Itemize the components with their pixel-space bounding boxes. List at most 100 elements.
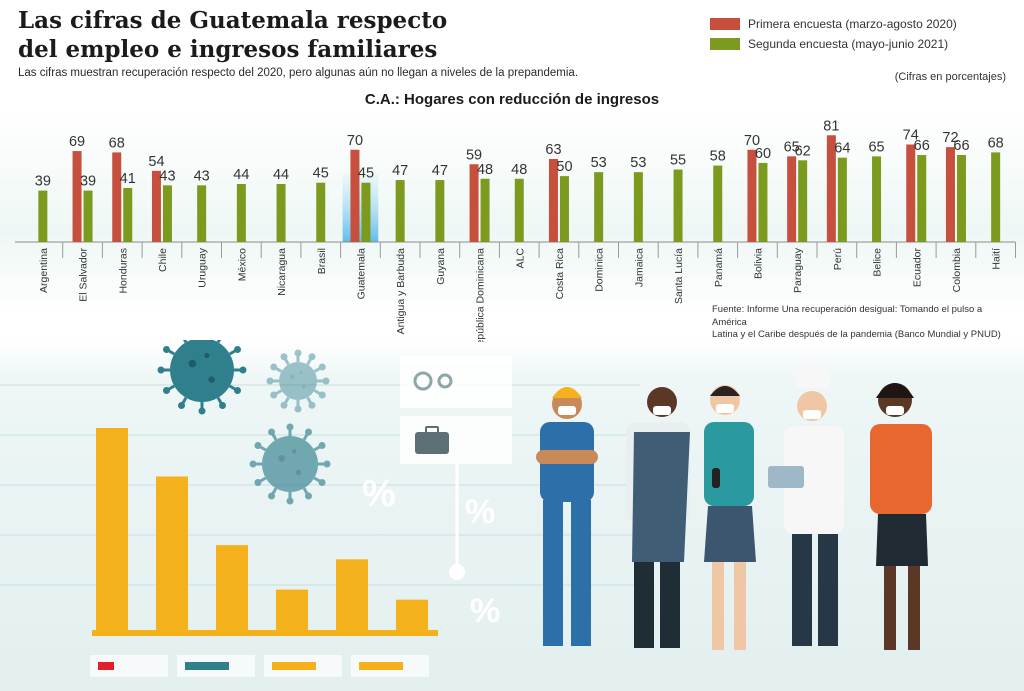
title-line-2: del empleo e ingresos familiares	[18, 36, 438, 63]
source-line-2: Latina y el Caribe después de la pandemi…	[712, 329, 1001, 340]
source-note: Fuente: Informe Una recuperación desigua…	[712, 304, 1012, 342]
virus-icon	[249, 423, 331, 505]
bar-second-survey	[633, 172, 643, 242]
deco-legend-chip	[359, 662, 403, 670]
bar-second-survey	[758, 162, 768, 242]
bar-first-survey	[72, 151, 82, 242]
data-label: 43	[194, 168, 210, 184]
worker-apron	[626, 387, 690, 648]
tick-label: Belice	[872, 248, 884, 277]
data-label: 39	[80, 174, 96, 190]
tick-label: Guyana	[435, 248, 447, 285]
percent-icon-2: %	[465, 493, 495, 531]
bar-second-survey	[798, 160, 808, 242]
tick-label: Colombia	[951, 248, 963, 293]
data-label: 43	[159, 168, 175, 184]
data-label: 66	[914, 138, 930, 154]
bar-second-survey	[480, 178, 490, 242]
briefcase-icon	[415, 426, 449, 454]
bar-second-survey	[395, 180, 405, 242]
deco-legend-box	[90, 655, 168, 677]
tick-label: Paraguay	[792, 247, 804, 293]
tick-label: Haití	[991, 248, 1003, 270]
bar-second-survey	[276, 184, 286, 242]
data-label: 68	[988, 135, 1004, 151]
bar-second-survey	[162, 185, 172, 242]
bar-second-survey	[83, 190, 93, 242]
worker-construction	[536, 387, 598, 646]
tick-label: Brasil	[316, 248, 328, 274]
percent-icon-1: %	[362, 473, 396, 515]
data-label: 54	[148, 154, 164, 170]
bar-second-survey	[956, 155, 966, 242]
tick-label: Honduras	[117, 248, 129, 294]
legend-label-first: Primera encuesta (marzo-agosto 2020)	[748, 17, 957, 31]
tick-label: Dominica	[594, 248, 606, 292]
data-label: 74	[903, 127, 919, 143]
legend-item-second-survey: Segunda encuesta (mayo-junio 2021)	[710, 34, 957, 54]
data-label: 62	[795, 143, 811, 159]
data-label: 64	[834, 141, 850, 157]
bar-first-survey	[469, 164, 479, 242]
data-label: 70	[347, 133, 363, 149]
bar-second-survey	[559, 176, 569, 242]
subtitle: Las cifras muestran recuperación respect…	[18, 67, 579, 79]
bar-first-survey	[906, 144, 916, 242]
page-title: Las cifras de Guatemala respecto del emp…	[18, 6, 538, 64]
chart-title: C.A.: Hogares con reducción de ingresos	[364, 91, 660, 108]
data-label: 65	[784, 139, 800, 155]
data-label: 65	[868, 139, 884, 155]
bar-first-survey	[548, 158, 558, 242]
data-label: 60	[755, 146, 771, 162]
data-label: 72	[942, 130, 958, 146]
data-label: 47	[432, 163, 448, 179]
tick-label: Nicaragua	[276, 248, 288, 296]
virus-icon	[266, 349, 330, 413]
tick-label: Perú	[832, 248, 844, 270]
tick-label: Costa Rica	[554, 248, 566, 300]
bar-second-survey	[316, 182, 326, 242]
percent-icon-3: %	[470, 592, 500, 630]
data-label: 44	[273, 167, 289, 183]
data-label: 48	[477, 162, 493, 178]
tick-label: Ecuador	[911, 247, 923, 287]
tick-label: El Salvador	[78, 248, 90, 302]
tick-label: Bolivia	[752, 248, 764, 279]
deco-legend-chip	[185, 662, 229, 670]
bar-second-survey	[361, 182, 371, 242]
tick-label: Uruguay	[197, 247, 209, 287]
data-label: 50	[556, 159, 572, 175]
data-label: 41	[120, 171, 136, 187]
worker-journalist	[704, 385, 756, 650]
bar-first-survey	[350, 149, 360, 242]
bar-first-survey	[112, 152, 122, 242]
bar-second-survey	[917, 155, 927, 242]
legend: Primera encuesta (marzo-agosto 2020) Seg…	[710, 14, 957, 54]
bar-second-survey	[38, 190, 48, 242]
bar-first-survey	[151, 170, 161, 242]
bar-second-survey	[872, 156, 882, 242]
bar-second-survey	[713, 165, 723, 242]
worker-office	[870, 383, 932, 650]
data-label: 55	[670, 153, 686, 169]
illustration: % % %	[0, 340, 932, 677]
bar-second-survey	[991, 152, 1001, 242]
bar-second-survey	[123, 187, 133, 242]
gears-card	[400, 356, 512, 408]
data-label: 53	[630, 155, 646, 171]
deco-bar	[96, 428, 128, 630]
data-label: 47	[392, 163, 408, 179]
tick-label: Panamá	[713, 248, 725, 287]
legend-item-first-survey: Primera encuesta (marzo-agosto 2020)	[710, 14, 957, 34]
virus-icon	[157, 340, 247, 415]
data-label: 48	[511, 162, 527, 178]
legend-swatch-first	[710, 18, 740, 30]
tick-label: Argentina	[38, 248, 50, 293]
tick-label: Santa Lucía	[673, 248, 685, 304]
tick-label: Chile	[157, 248, 169, 272]
data-label: 44	[233, 167, 249, 183]
data-label: 63	[545, 142, 561, 158]
data-label: 53	[591, 155, 607, 171]
legend-label-second: Segunda encuesta (mayo-junio 2021)	[748, 37, 949, 51]
